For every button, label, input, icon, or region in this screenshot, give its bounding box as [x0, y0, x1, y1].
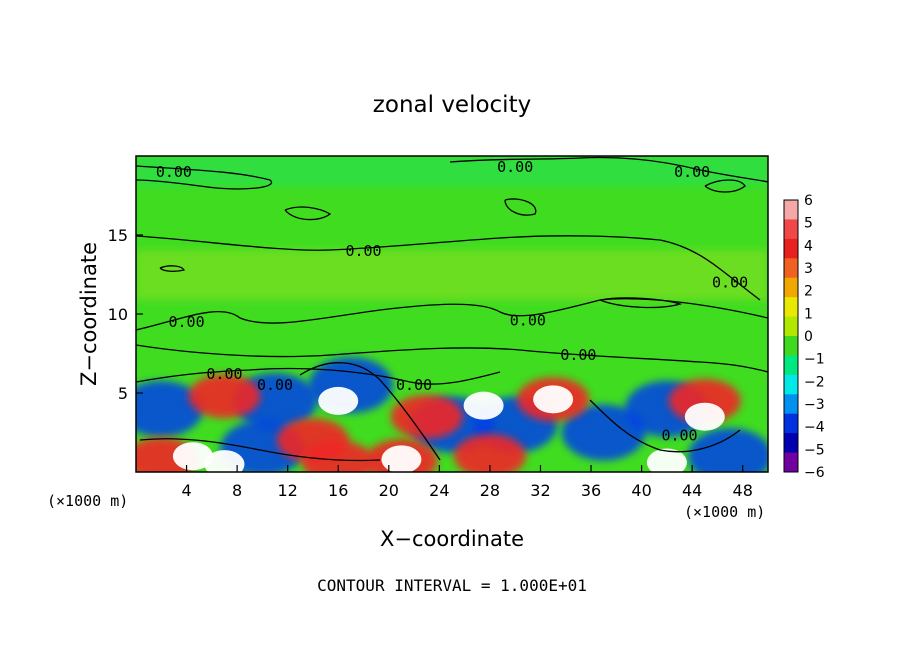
- colorbar-swatch: [784, 374, 798, 395]
- colorbar-swatch: [784, 433, 798, 454]
- colorbar-tick-label: −2: [804, 374, 825, 390]
- y-tick-label: 5: [118, 384, 128, 403]
- colorbar-tick-label: 3: [804, 261, 813, 277]
- colorbar-tick-label: 6: [804, 193, 813, 209]
- contour-lines: [136, 156, 768, 462]
- contour-label: 0.00: [497, 158, 533, 176]
- extreme-velocity-cell: [381, 445, 422, 472]
- x-tick-label: 20: [379, 481, 399, 500]
- x-tick-label: 44: [682, 481, 702, 500]
- contour-labels: 0.00 0.00 0.00 0.00 0.00 0.00 0.00 0.00 0.00 0.00…: [156, 158, 748, 445]
- contour-label: 0.00: [560, 346, 596, 364]
- colorbar-tick-label: 1: [804, 306, 813, 322]
- contour-line: [136, 298, 768, 331]
- colorbar-frame: [783, 199, 799, 473]
- contour-label: 0.00: [510, 311, 546, 329]
- contour-line: [284, 206, 332, 221]
- contour-line: [299, 362, 441, 461]
- contour-label: 0.00: [257, 376, 293, 394]
- plot-area: [136, 156, 768, 472]
- extreme-velocity-cell: [646, 448, 687, 472]
- contour-line: [136, 344, 768, 373]
- contour-label: 0.00: [206, 365, 242, 383]
- y-axis-label: Z−coordinate: [77, 242, 101, 386]
- colorbar-tick-label: −4: [804, 420, 825, 436]
- y-tick-label: 10: [108, 305, 128, 324]
- contour-line: [599, 297, 683, 309]
- colorbar-tick-label: −6: [804, 465, 825, 481]
- colorbar-tick-label: 2: [804, 284, 813, 300]
- colorbar: 6 5 4 3 2 1 0 −1 −2 −3 −4 −5 −6: [783, 193, 825, 481]
- colorbar-swatch: [784, 336, 798, 356]
- contour-line: [159, 265, 185, 272]
- colorbar-tick-label: 4: [804, 238, 813, 254]
- colorbar-swatch: [784, 219, 798, 240]
- colorbar-tick-label: 5: [804, 216, 813, 232]
- contour-line: [139, 438, 381, 462]
- colorbar-tick-label: −3: [804, 397, 825, 413]
- negative-velocity-cell: [561, 404, 646, 461]
- contour-line: [589, 399, 741, 453]
- colorbar-swatch: [784, 258, 798, 279]
- colorbar-swatch: [784, 277, 798, 298]
- extreme-velocity-cell: [204, 450, 245, 472]
- negative-velocity-cell: [136, 380, 204, 437]
- chart-title: zonal velocity: [373, 92, 531, 118]
- colorbar-tick-label: 0: [804, 329, 813, 345]
- y-axis-unit: (×1000 m): [47, 492, 128, 510]
- contour-line: [704, 179, 746, 193]
- x-tick-label: 12: [278, 481, 298, 500]
- positive-velocity-cell: [188, 374, 261, 419]
- x-tick-label: 4: [181, 481, 191, 500]
- contour-line: [449, 156, 768, 183]
- contour-label: 0.00: [156, 163, 192, 181]
- contour-interval-note: CONTOUR INTERVAL = 1.000E+01: [317, 576, 587, 595]
- extreme-velocity-cell: [463, 391, 504, 420]
- field-band-top: [136, 156, 768, 186]
- x-axis-unit: (×1000 m): [684, 503, 765, 521]
- contour-line: [136, 235, 761, 301]
- contour-label: 0.00: [396, 376, 432, 394]
- colorbar-swatch: [784, 238, 798, 259]
- y-tick-label: 15: [108, 226, 128, 245]
- contour-label: 0.00: [674, 163, 710, 181]
- x-tick-label: 24: [429, 481, 449, 500]
- contour-label: 0.00: [168, 313, 204, 331]
- colorbar-swatch: [784, 316, 798, 337]
- velocity-cells: [136, 357, 768, 472]
- extreme-velocity-cell: [533, 385, 574, 414]
- x-tick-label: 40: [631, 481, 651, 500]
- colorbar-swatch: [784, 452, 798, 473]
- colorbar-tick-label: −1: [804, 352, 825, 368]
- field-band-upper: [136, 250, 768, 300]
- extreme-velocity-cell: [172, 442, 213, 471]
- colorbar-swatch: [784, 297, 798, 318]
- colorbar-swatch: [784, 355, 798, 376]
- contour-line: [136, 165, 273, 190]
- x-tick-label: 32: [530, 481, 550, 500]
- colorbar-swatch: [784, 394, 798, 415]
- x-tick-label: 36: [581, 481, 601, 500]
- contour-line: [136, 367, 501, 385]
- positive-velocity-cell: [453, 434, 526, 472]
- contour-line: [504, 198, 537, 216]
- x-tick-label: 48: [733, 481, 753, 500]
- x-tick-label: 16: [328, 481, 348, 500]
- x-tick-label: 28: [480, 481, 500, 500]
- negative-velocity-cell: [688, 428, 768, 472]
- positive-velocity-cell: [390, 394, 463, 439]
- colorbar-tick-label: −5: [804, 442, 825, 458]
- colorbar-swatch: [784, 413, 798, 434]
- x-tick-label: 8: [232, 481, 242, 500]
- extreme-velocity-cell: [318, 386, 359, 415]
- x-axis-label: X−coordinate: [380, 527, 524, 551]
- contour-label: 0.00: [712, 273, 748, 291]
- contour-label: 0.00: [345, 242, 381, 260]
- colorbar-swatch: [784, 200, 798, 220]
- positive-velocity-cell: [302, 440, 375, 472]
- extreme-velocity-cell: [684, 402, 725, 431]
- contour-label: 0.00: [661, 427, 697, 445]
